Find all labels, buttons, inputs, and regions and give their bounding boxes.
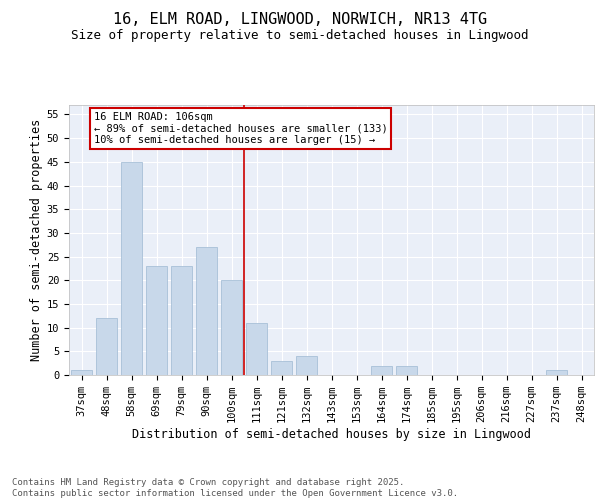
Bar: [146, 266, 167, 375]
Text: 16, ELM ROAD, LINGWOOD, NORWICH, NR13 4TG: 16, ELM ROAD, LINGWOOD, NORWICH, NR13 4T…: [113, 12, 487, 28]
Y-axis label: Number of semi-detached properties: Number of semi-detached properties: [29, 119, 43, 361]
Text: Size of property relative to semi-detached houses in Lingwood: Size of property relative to semi-detach…: [71, 29, 529, 42]
Bar: [71, 370, 92, 375]
Bar: [121, 162, 142, 375]
Text: 16 ELM ROAD: 106sqm
← 89% of semi-detached houses are smaller (133)
10% of semi-: 16 ELM ROAD: 106sqm ← 89% of semi-detach…: [94, 112, 388, 146]
Bar: [246, 323, 267, 375]
Bar: [396, 366, 417, 375]
Bar: [196, 247, 217, 375]
Bar: [371, 366, 392, 375]
Bar: [171, 266, 192, 375]
Text: Contains HM Land Registry data © Crown copyright and database right 2025.
Contai: Contains HM Land Registry data © Crown c…: [12, 478, 458, 498]
X-axis label: Distribution of semi-detached houses by size in Lingwood: Distribution of semi-detached houses by …: [132, 428, 531, 441]
Bar: [221, 280, 242, 375]
Bar: [546, 370, 567, 375]
Bar: [296, 356, 317, 375]
Bar: [96, 318, 117, 375]
Bar: [271, 361, 292, 375]
